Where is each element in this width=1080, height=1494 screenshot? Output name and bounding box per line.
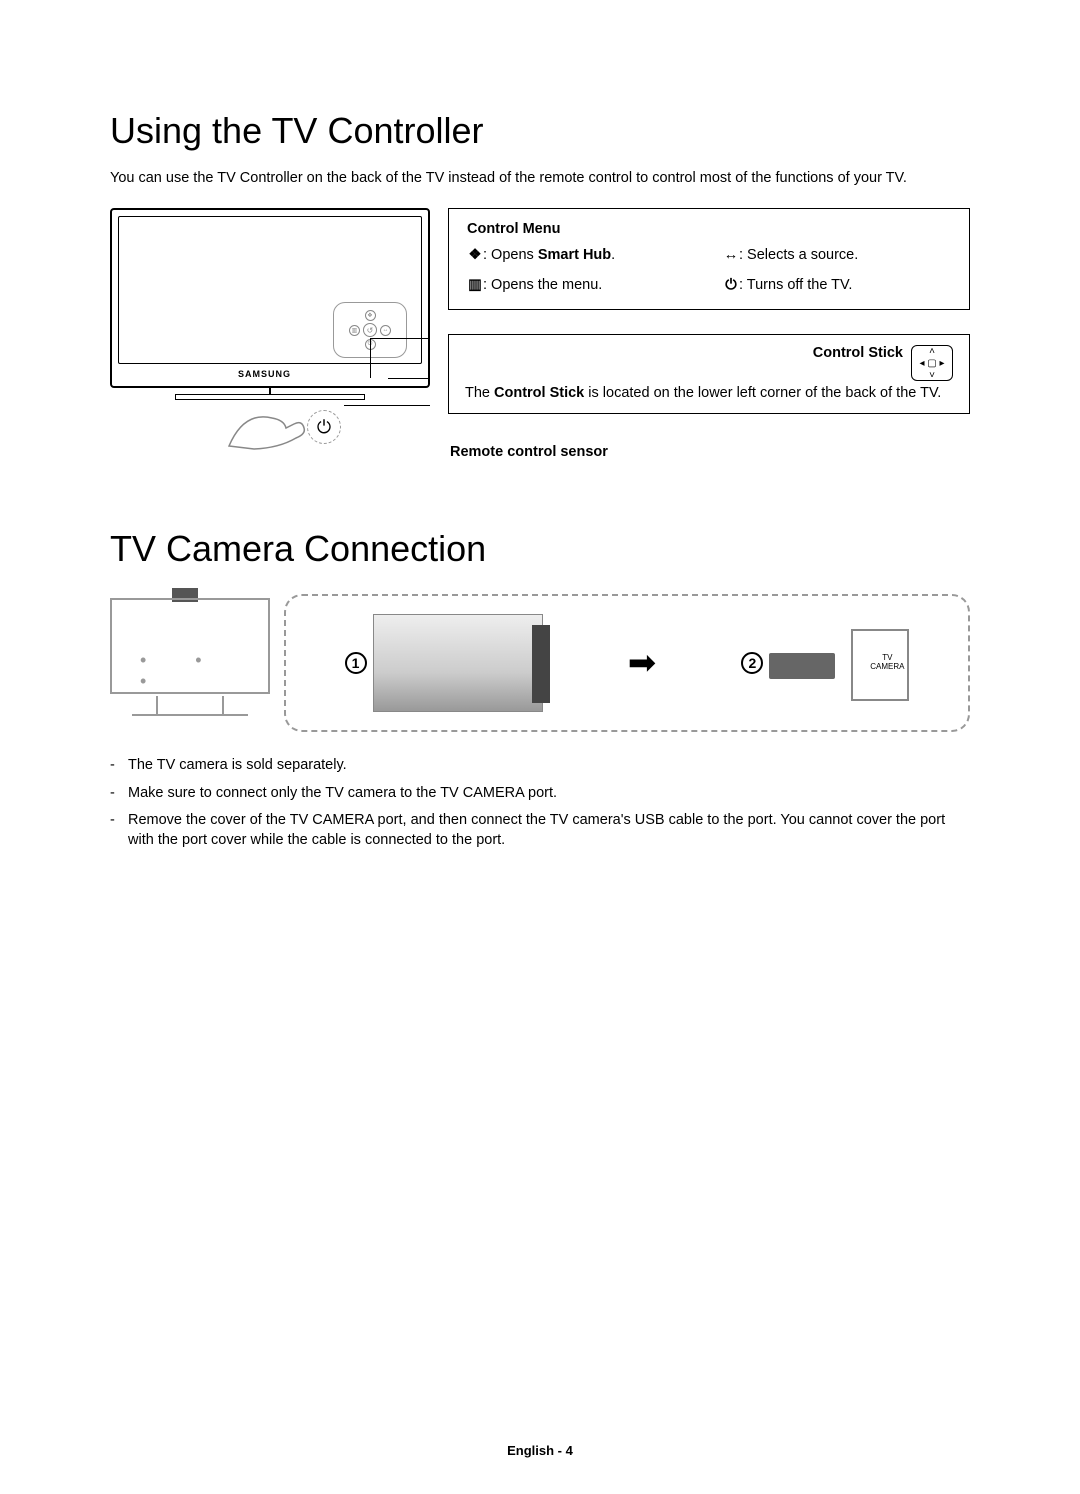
remote-sensor-label: Remote control sensor (448, 438, 970, 460)
section-camera-connection: TV Camera Connection • • • 1 ➡ 2 TV CAME… (110, 528, 970, 850)
screen-dots-icon: • • • (140, 650, 270, 692)
control-menu-grid: ❖: Opens Smart Hub. ↔: Selects a source.… (467, 247, 951, 293)
menu-item-source: ↔: Selects a source. (723, 247, 951, 263)
usb-plug-icon (769, 653, 835, 679)
control-menu-title: Control Menu (467, 221, 951, 237)
leader-line (370, 338, 430, 339)
page-footer: English - 4 (0, 1443, 1080, 1458)
hand-icon (224, 406, 319, 451)
step-1: 1 (345, 614, 543, 712)
leader-line (370, 338, 371, 378)
heading-camera: TV Camera Connection (110, 528, 970, 570)
heading-tv-controller: Using the TV Controller (110, 110, 970, 152)
leader-line (344, 405, 430, 406)
note-item: Make sure to connect only the TV camera … (110, 784, 970, 804)
camera-figure: • • • 1 ➡ 2 TV CAMERA (110, 594, 970, 732)
menu-item-menu: ▥: Opens the menu. (467, 277, 695, 293)
source-icon: ↔ (723, 247, 739, 263)
tv-stand-icon (156, 696, 224, 716)
camera-cover-icon (373, 614, 543, 712)
step-number-1: 1 (345, 652, 367, 674)
step-2: 2 TV CAMERA (741, 623, 909, 703)
ctrl-left-icon: ▥ (349, 325, 360, 336)
control-stick-text: The Control Stick is located on the lowe… (465, 385, 953, 401)
usb-connection-icon: TV CAMERA (769, 623, 909, 703)
power-off-icon: ⏻ (723, 277, 739, 293)
menu-item-smarthub: ❖: Opens Smart Hub. (467, 247, 695, 263)
menu-icon: ▥ (467, 277, 483, 293)
controller-callouts: Control Menu ❖: Opens Smart Hub. ↔: Sele… (448, 208, 970, 468)
menu-item-power: ⏻: Turns off the TV. (723, 277, 951, 293)
controller-figure-row: ❖ ▥ ↺ ↔ ⏻ SAMSUNG ⏻ Control Menu (110, 208, 970, 468)
ctrl-right-icon: ↔ (380, 325, 391, 336)
intro-text: You can use the TV Controller on the bac… (110, 170, 970, 186)
control-stick-box: Control Stick ˄ ◂ ▢ ▸ ˅ The Control Stic… (448, 334, 970, 414)
tv-brand-label: SAMSUNG (238, 369, 291, 379)
tv-diagram: ❖ ▥ ↺ ↔ ⏻ SAMSUNG ⏻ (110, 208, 430, 468)
usb-port-label: TV CAMERA (869, 653, 905, 671)
smarthub-icon: ❖ (467, 247, 483, 263)
power-icon: ⏻ (307, 410, 341, 444)
section-tv-controller: Using the TV Controller You can use the … (110, 110, 970, 468)
tv-with-camera-icon: • • • (110, 594, 270, 732)
tv-leg (269, 386, 271, 394)
note-item: The TV camera is sold separately. (110, 756, 970, 776)
step-number-2: 2 (741, 652, 763, 674)
control-stick-title: Control Stick (813, 345, 903, 361)
leader-line (388, 378, 430, 379)
camera-notes-list: The TV camera is sold separately. Make s… (110, 756, 970, 850)
arrow-icon: ➡ (628, 643, 657, 683)
tv-base-icon (132, 714, 248, 722)
note-item: Remove the cover of the TV CAMERA port, … (110, 811, 970, 850)
control-stick-icon: ˄ ◂ ▢ ▸ ˅ (911, 345, 953, 381)
control-menu-box: Control Menu ❖: Opens Smart Hub. ↔: Sele… (448, 208, 970, 310)
steps-dashed-box: 1 ➡ 2 TV CAMERA (284, 594, 970, 732)
ctrl-center-icon: ↺ (363, 323, 377, 337)
ctrl-up-icon: ❖ (365, 310, 376, 321)
tv-base (175, 394, 365, 400)
